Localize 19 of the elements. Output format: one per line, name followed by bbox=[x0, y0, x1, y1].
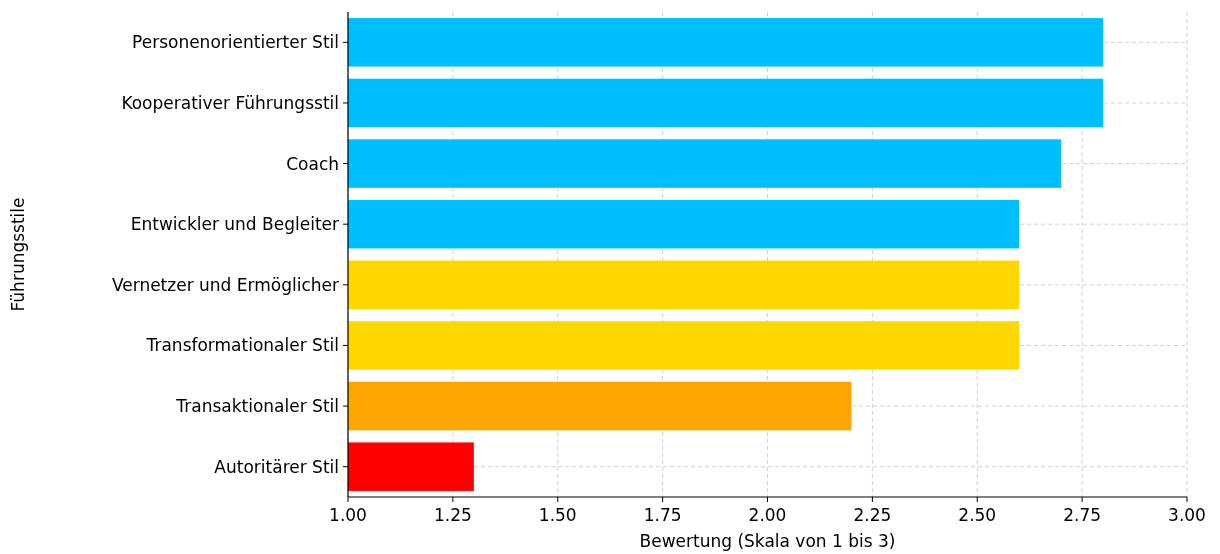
y-tick-label: Vernetzer und Ermöglicher bbox=[111, 274, 340, 295]
x-tick-label: 1.25 bbox=[433, 505, 472, 525]
x-tick-label: 1.00 bbox=[329, 505, 367, 525]
y-tick-label: Autoritärer Stil bbox=[214, 456, 339, 477]
x-axis-title: Bewertung (Skala von 1 bis 3) bbox=[639, 531, 896, 551]
y-tick-label: Entwickler und Begleiter bbox=[130, 214, 340, 235]
x-tick-label: 1.75 bbox=[643, 505, 682, 525]
y-tick-label: Personenorientierter Stil bbox=[132, 32, 339, 53]
y-tick-label: Transaktionaler Stil bbox=[175, 396, 339, 417]
y-tick-label: Transformationaler Stil bbox=[145, 335, 339, 356]
x-tick-label: 3.00 bbox=[1168, 505, 1206, 525]
y-tick-label: Coach bbox=[286, 153, 339, 174]
x-tick-label: 2.00 bbox=[748, 505, 787, 525]
y-tick-label: Kooperativer Führungsstil bbox=[121, 92, 339, 113]
x-tick-label: 1.50 bbox=[538, 505, 577, 525]
x-tick-label: 2.75 bbox=[1063, 505, 1102, 525]
y-axis-title: Führungsstile bbox=[8, 197, 28, 312]
x-tick-label: 2.50 bbox=[958, 505, 997, 525]
x-tick-label: 2.25 bbox=[853, 505, 892, 525]
